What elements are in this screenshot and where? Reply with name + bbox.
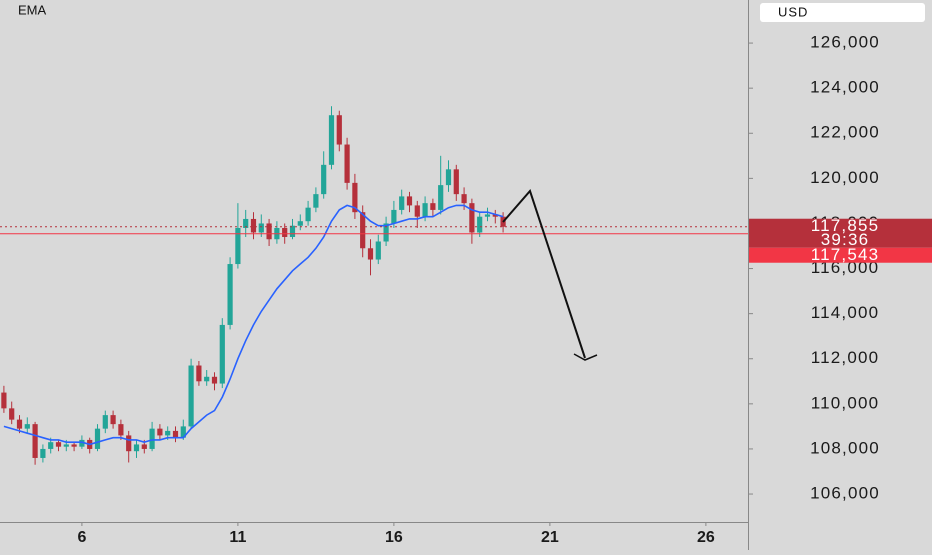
candle-body — [71, 444, 77, 447]
x-tick-label: 16 — [385, 529, 403, 546]
y-tick-label: 114,000 — [811, 303, 880, 322]
candle-body — [188, 365, 194, 427]
candle-body — [102, 415, 108, 429]
candle-body — [399, 196, 405, 210]
candle-body — [55, 442, 62, 447]
candle-body — [227, 264, 233, 325]
plot-area — [0, 106, 748, 465]
candle-body — [492, 214, 498, 217]
candle-body — [219, 324, 225, 384]
candle-body — [157, 428, 163, 436]
candle-body — [469, 203, 475, 233]
candle-body — [204, 376, 210, 382]
candle-body — [9, 408, 15, 420]
candle-body — [211, 376, 218, 384]
candle-body — [196, 365, 202, 382]
candle-body — [406, 196, 413, 206]
candle-body — [94, 428, 101, 449]
candle-body — [383, 223, 389, 242]
candle-body — [282, 227, 288, 237]
candle-body — [367, 248, 374, 260]
candle-body — [149, 428, 155, 449]
candle-body — [118, 424, 124, 436]
countdown-label: 39:36 — [821, 230, 870, 249]
x-tick-label: 11 — [229, 529, 246, 546]
candle-body — [391, 209, 397, 224]
y-tick-label: 112,000 — [811, 348, 880, 367]
y-tick-label: 116,000 — [811, 258, 880, 277]
currency-label: USD — [778, 4, 808, 19]
ema-line — [3, 204, 504, 446]
candle-body — [289, 225, 296, 237]
candle-body — [110, 415, 116, 425]
candle-body — [48, 442, 54, 449]
candle-body — [328, 115, 335, 165]
candle-body — [438, 185, 444, 210]
candle-body — [344, 144, 350, 183]
candle-body — [126, 435, 132, 452]
y-tick-label: 106,000 — [810, 484, 880, 503]
y-tick-label: 124,000 — [810, 78, 880, 97]
candle-body — [24, 424, 30, 429]
candle-body — [32, 424, 38, 458]
candle-body — [165, 430, 171, 436]
candle-body — [375, 241, 381, 260]
last-price-box — [749, 218, 932, 248]
candle-body — [16, 419, 23, 429]
candle-body — [243, 218, 249, 228]
candle-body — [180, 426, 186, 438]
currency-box — [760, 3, 925, 22]
candle-body — [1, 392, 7, 409]
candle-body — [297, 221, 303, 226]
x-tick-label: 21 — [541, 529, 559, 546]
candle-body — [461, 194, 467, 204]
candle-body — [250, 218, 257, 233]
candle-body — [477, 216, 483, 233]
y-tick-label: 126,000 — [810, 33, 880, 52]
indicator-label: EMA — [18, 2, 47, 17]
y-tick-label: 120,000 — [810, 168, 880, 187]
candle-body — [141, 444, 147, 449]
candle-body — [133, 444, 140, 452]
candle-body — [172, 430, 179, 438]
x-tick-label: 6 — [77, 529, 86, 546]
price-line-box — [749, 247, 932, 263]
candle-body — [258, 223, 264, 233]
candle-body — [313, 194, 319, 208]
candle-body — [422, 203, 428, 217]
candle-body — [321, 164, 327, 195]
candle-body — [305, 207, 311, 222]
last-price-label: 117,855 — [811, 216, 880, 235]
candle-body — [336, 115, 342, 145]
y-tick-label: 110,000 — [811, 393, 880, 412]
candle-body — [430, 203, 436, 210]
drawn-arrow — [502, 189, 586, 359]
price-line-label: 117,543 — [811, 245, 880, 264]
candle-body — [445, 169, 452, 186]
candle-body — [63, 444, 69, 447]
price-axis: 106,000 108,000 110,000 112,000 114,000 116,0… — [748, 33, 932, 503]
candle-body — [266, 223, 272, 240]
y-tick-label: 108,000 — [810, 438, 880, 457]
arrow-head — [573, 353, 598, 361]
candle-body — [414, 205, 420, 217]
candle-body — [40, 448, 46, 458]
candle-body — [484, 214, 491, 217]
candle-body — [360, 212, 366, 249]
candle-body — [453, 169, 459, 195]
candle-body — [235, 227, 241, 265]
candle-body — [352, 182, 358, 213]
candle-body — [79, 439, 85, 447]
x-tick-label: 26 — [697, 529, 715, 546]
y-tick-label: 122,000 — [810, 123, 880, 142]
